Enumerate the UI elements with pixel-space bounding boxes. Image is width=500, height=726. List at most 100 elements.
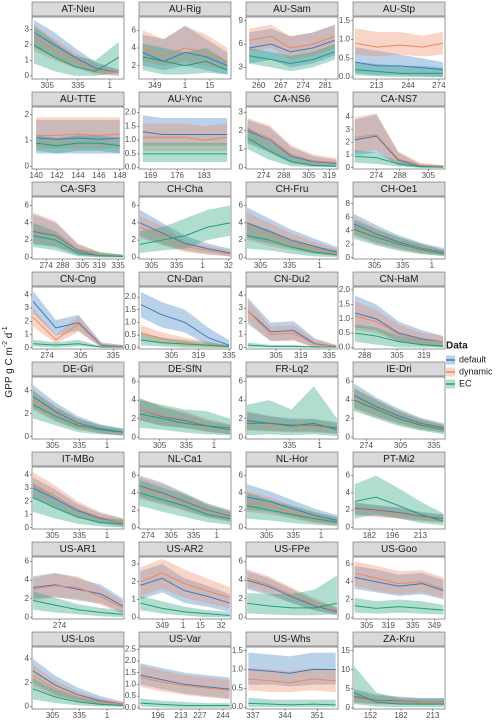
series-line bbox=[36, 142, 120, 147]
series-line bbox=[354, 312, 444, 343]
x-tick-label: 335 bbox=[180, 441, 194, 450]
x-tick-label: 1 bbox=[200, 261, 205, 270]
x-tick-label: 1 bbox=[181, 621, 186, 630]
strip bbox=[31, 541, 125, 557]
panel-title: IE-Dri bbox=[386, 364, 412, 375]
x-tick-label: 288 bbox=[56, 261, 70, 270]
ribbon bbox=[248, 697, 336, 708]
strip bbox=[352, 541, 446, 557]
strip bbox=[138, 541, 232, 557]
y-tick-label: 3 bbox=[239, 108, 244, 117]
y-axis-label: GPP g C m-2 d-1 bbox=[2, 326, 15, 397]
x-tick-label: 305 bbox=[41, 81, 55, 90]
y-tick-label: 1 bbox=[132, 595, 137, 604]
y-tick-label: 2 bbox=[132, 235, 137, 244]
x-tick-label: 335 bbox=[283, 261, 297, 270]
series-line bbox=[247, 344, 337, 348]
ribbon bbox=[33, 222, 123, 258]
x-tick-label: 142 bbox=[50, 171, 64, 180]
series-line bbox=[354, 508, 444, 521]
ribbon bbox=[354, 565, 444, 600]
series-line bbox=[354, 42, 444, 48]
y-tick-label: 0 bbox=[346, 703, 351, 712]
x-tick-label: 182 bbox=[394, 711, 408, 720]
x-tick-label: 1 bbox=[107, 81, 112, 90]
x-tick-label: 260 bbox=[252, 81, 266, 90]
y-tick-label: 1.0 bbox=[339, 35, 351, 44]
x-tick-label: 274 bbox=[432, 81, 446, 90]
ribbon bbox=[32, 390, 124, 436]
legend-label: default bbox=[459, 354, 487, 364]
panel bbox=[245, 286, 339, 350]
series-line bbox=[32, 483, 124, 523]
y-tick-label: 6 bbox=[132, 377, 137, 386]
y-tick-label: 4 bbox=[132, 488, 137, 497]
panel-title: CA-NS6 bbox=[274, 94, 311, 105]
y-tick-label: 2 bbox=[239, 414, 244, 423]
panel-title: US-Var bbox=[169, 634, 202, 645]
panel bbox=[31, 196, 125, 260]
ribbon bbox=[354, 561, 444, 598]
y-tick-label: 4 bbox=[239, 488, 244, 497]
ribbon bbox=[249, 24, 335, 60]
panel-title: AU-Ync bbox=[168, 94, 202, 105]
panel bbox=[245, 466, 339, 530]
ribbon bbox=[246, 207, 338, 256]
y-tick-label: 2 bbox=[239, 505, 244, 514]
ribbon bbox=[353, 219, 445, 257]
panel bbox=[138, 466, 232, 530]
y-tick-label: 2 bbox=[25, 496, 30, 505]
panel bbox=[245, 376, 339, 440]
strip bbox=[31, 451, 125, 467]
ribbon bbox=[32, 678, 124, 707]
strip bbox=[245, 271, 339, 287]
ribbon bbox=[354, 387, 444, 433]
panel-title: US-AR1 bbox=[60, 544, 97, 555]
ribbon bbox=[246, 411, 338, 434]
ribbon bbox=[247, 127, 337, 168]
series-line bbox=[247, 602, 337, 609]
y-tick-label: 2 bbox=[132, 414, 137, 423]
x-tick-label: 148 bbox=[113, 171, 127, 180]
ribbon bbox=[33, 572, 123, 613]
ribbon bbox=[247, 569, 337, 615]
ribbon bbox=[353, 213, 445, 256]
y-tick-label: 0.5 bbox=[125, 149, 137, 158]
panel-title: CH-Oe1 bbox=[381, 184, 418, 195]
series-line bbox=[246, 225, 338, 254]
x-tick-label: 274 bbox=[53, 621, 67, 630]
x-tick-label: 169 bbox=[144, 171, 158, 180]
ribbon bbox=[142, 43, 228, 75]
x-tick-label: 305 bbox=[269, 351, 283, 360]
x-tick-label: 305 bbox=[76, 261, 90, 270]
series-line bbox=[33, 32, 119, 74]
y-tick-label: 0 bbox=[239, 162, 244, 171]
panel-title: NL-Hor bbox=[276, 454, 309, 465]
strip bbox=[245, 541, 339, 557]
series-line bbox=[142, 136, 228, 141]
y-tick-label: 1.5 bbox=[339, 299, 351, 308]
series-line bbox=[140, 339, 230, 347]
y-tick-label: 0 bbox=[239, 252, 244, 261]
series-line bbox=[246, 505, 338, 523]
panel-title: AU-Stp bbox=[383, 4, 416, 15]
series-line bbox=[140, 572, 230, 599]
strip bbox=[138, 631, 232, 647]
y-tick-label: 4 bbox=[346, 226, 351, 235]
panel-title: PT-Mi2 bbox=[383, 454, 415, 465]
ribbon bbox=[140, 332, 230, 348]
y-tick-label: 6 bbox=[346, 377, 351, 386]
y-tick-label: 1 bbox=[346, 150, 351, 159]
y-tick-label: 15 bbox=[341, 646, 350, 655]
ribbon bbox=[32, 482, 124, 528]
y-tick-label: 0.0 bbox=[339, 72, 351, 81]
ribbon bbox=[249, 44, 335, 72]
y-tick-label: 0.5 bbox=[339, 328, 351, 337]
x-tick-label: 140 bbox=[30, 171, 44, 180]
strip bbox=[352, 181, 446, 197]
x-tick-label: 1 bbox=[317, 441, 322, 450]
y-tick-label: 2.0 bbox=[125, 656, 137, 665]
series-line bbox=[32, 316, 123, 347]
y-tick-label: 1 bbox=[25, 56, 30, 65]
ribbon bbox=[34, 26, 119, 76]
